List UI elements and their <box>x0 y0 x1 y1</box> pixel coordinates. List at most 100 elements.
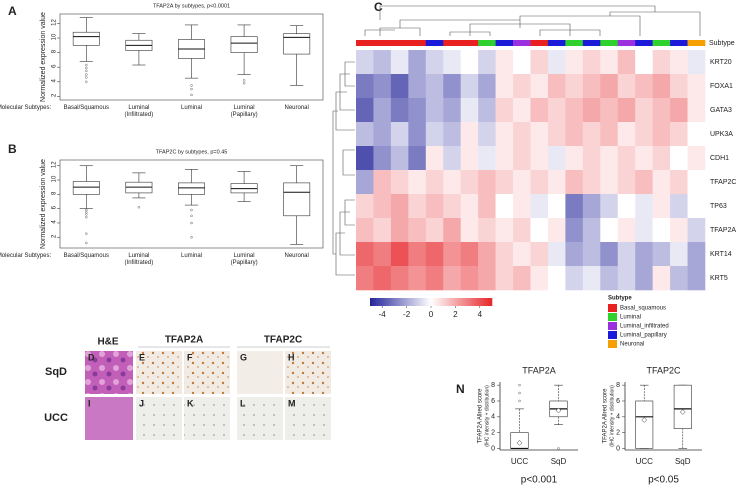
colorbar-step <box>485 298 489 306</box>
y-tick-label: 12 <box>52 18 58 25</box>
subtype-annotation <box>513 40 531 46</box>
panel-letter: G <box>240 352 247 362</box>
subtype-annotation <box>635 40 653 46</box>
x-tick-label: Luminal (Infiltrated) <box>124 253 154 266</box>
colorbar-step <box>418 298 422 306</box>
heatmap-cell <box>408 98 427 123</box>
histology-image <box>285 351 331 394</box>
heatmap-cell <box>547 266 566 291</box>
panel-letter: L <box>240 398 246 408</box>
heatmap-cell <box>635 194 653 219</box>
outlier <box>85 76 88 79</box>
y-tick-label: 4 <box>52 220 58 224</box>
plot-frame <box>59 13 324 101</box>
histology-image <box>184 397 230 440</box>
heatmap-cell <box>670 266 688 291</box>
heatmap-cell <box>635 266 653 291</box>
heatmap-cell <box>443 98 461 123</box>
heatmap-cell <box>478 98 496 123</box>
heatmap-cell <box>652 146 671 171</box>
heatmap-cell <box>530 98 549 123</box>
heatmap-cell <box>530 170 549 195</box>
colorbar-label: -2 <box>403 310 411 319</box>
heatmap-cell <box>652 218 671 243</box>
colorbar-step <box>422 298 426 306</box>
heatmap-cell <box>478 170 496 195</box>
outlier <box>137 205 141 209</box>
y-axis-label: Normalized expression value <box>40 12 47 102</box>
heatmap-cell <box>373 74 392 99</box>
y-tick-label: 2 <box>52 93 58 97</box>
heatmap-cell <box>408 74 427 99</box>
x-tick-label: Luminal <box>180 253 203 259</box>
outlier <box>518 399 521 403</box>
heatmap-cell <box>530 194 549 219</box>
colorbar-step <box>378 298 381 306</box>
x-tick-label: Neuronal <box>284 105 309 111</box>
heatmap-cell <box>565 50 584 75</box>
heatmap-cell <box>530 146 549 171</box>
heatmap-cell <box>495 74 514 99</box>
legend-label: Luminal <box>620 315 641 321</box>
outlier <box>85 69 88 73</box>
heatmap-cell <box>617 98 636 123</box>
heatmap-cell <box>565 218 584 243</box>
heatmap-cell <box>565 122 584 147</box>
y-tick-label: 8 <box>491 382 495 389</box>
heatmap-cell <box>687 170 706 195</box>
outlier <box>85 66 88 70</box>
heatmap-cell <box>356 266 374 291</box>
heatmap-cell <box>495 242 514 267</box>
heatmap-cell <box>565 242 584 267</box>
heatmap-cell <box>373 98 392 123</box>
heatmap-cell <box>687 266 706 291</box>
outlier <box>190 84 193 87</box>
subtype-annotation <box>670 40 688 46</box>
colorbar-step <box>473 298 477 306</box>
heatmap-cell <box>513 50 531 75</box>
heatmap-cell <box>460 170 479 195</box>
subtype-annotation <box>547 40 566 46</box>
colorbar-step <box>437 298 440 306</box>
histology-images <box>85 351 331 440</box>
colorbar-step <box>392 298 395 306</box>
heatmap-cell <box>443 50 461 75</box>
colorbar-step <box>465 298 468 306</box>
heatmap-cell <box>652 266 671 291</box>
heatmap-cell <box>600 266 619 291</box>
y-tick-label: 8 <box>616 382 620 389</box>
heatmap-cell <box>460 74 479 99</box>
heatmap-cell <box>425 122 444 147</box>
panel-letter: A <box>8 4 17 18</box>
colorbar-step <box>420 298 424 306</box>
outlier <box>85 213 88 216</box>
panel-letter: D <box>88 352 95 362</box>
heatmap-cell <box>670 194 688 219</box>
heatmap-cell <box>582 122 601 147</box>
heatmap-cell <box>495 170 514 195</box>
mean <box>679 409 686 415</box>
x-tick-label: Neuronal <box>284 253 309 259</box>
heatmap-cell <box>373 122 392 147</box>
colorbar-step <box>435 298 438 306</box>
heatmap-cell <box>547 170 566 195</box>
heatmap-cell <box>425 50 444 75</box>
heatmap-cell <box>356 122 374 147</box>
x-tick-label: SqD <box>674 457 691 466</box>
heatmap-cell <box>582 218 601 243</box>
heatmap-cell <box>530 122 549 147</box>
heatmap-cell <box>356 98 374 123</box>
heatmap-cell <box>600 98 619 123</box>
colorbar-step <box>477 298 481 306</box>
y-tick-label: 2 <box>491 429 495 436</box>
outlier <box>518 383 521 387</box>
colorbar-step <box>457 298 460 306</box>
heatmap-cell <box>513 170 531 195</box>
heatmap-cell <box>687 218 706 243</box>
subtype-annotation <box>390 40 409 46</box>
outlier <box>557 447 560 450</box>
heatmap-cell <box>547 146 566 171</box>
colorbar-step <box>455 298 458 306</box>
